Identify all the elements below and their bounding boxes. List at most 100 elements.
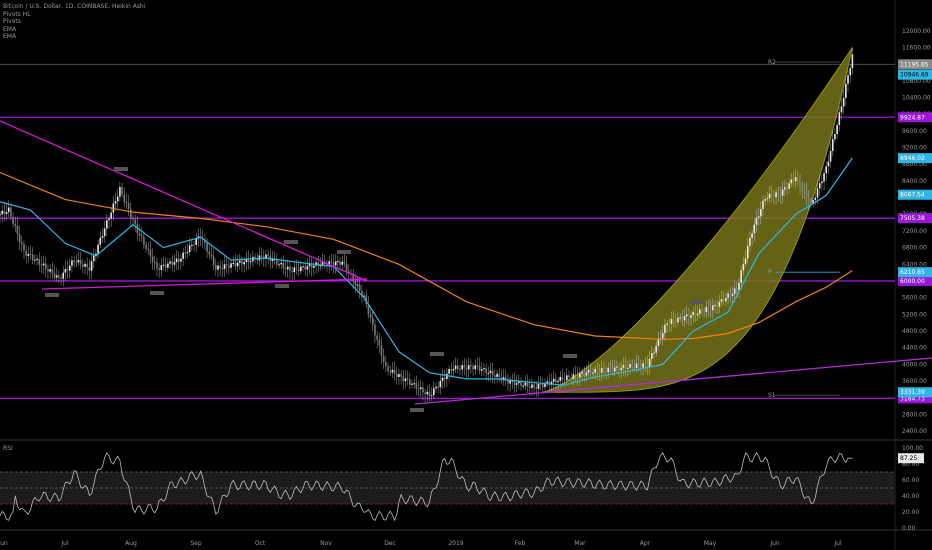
candle-body <box>433 388 435 396</box>
candle-body <box>515 383 518 385</box>
candle-body <box>378 339 381 346</box>
candle-body <box>587 370 590 373</box>
price-badge: 3331.39 <box>900 389 925 396</box>
candle-body <box>825 166 828 174</box>
candle-body <box>145 245 147 249</box>
candle-body <box>637 363 640 366</box>
candle-body <box>337 261 339 263</box>
candle-body <box>472 366 474 370</box>
candle-body <box>206 242 208 252</box>
candle-body <box>239 260 241 263</box>
x-tick-label: Jun <box>0 540 8 547</box>
candle-body <box>398 374 400 377</box>
candle-body <box>241 260 243 265</box>
candle-body <box>437 386 439 388</box>
candle-body <box>291 271 293 273</box>
candle-body <box>494 375 496 377</box>
pivot-marker <box>430 352 444 356</box>
candle-body <box>304 266 306 270</box>
candle-body <box>718 301 721 307</box>
candle-body <box>326 264 328 266</box>
candle-body <box>180 258 182 262</box>
descending-trendline <box>0 120 368 282</box>
candle-body <box>149 249 152 257</box>
candle-body <box>788 183 790 189</box>
candle-body <box>749 238 751 247</box>
candle-body <box>191 244 193 246</box>
candle-body <box>576 374 579 378</box>
pivot-marker <box>690 300 704 304</box>
candle-body <box>550 381 553 385</box>
candle-body <box>661 333 664 339</box>
candle-body <box>457 365 459 370</box>
candle-body <box>535 387 538 389</box>
candle-body <box>548 381 551 385</box>
y-tick-label: 7200.00 <box>902 228 927 235</box>
x-tick-label: Apr <box>640 540 651 547</box>
candle-body <box>249 261 252 263</box>
candle-body <box>831 139 834 151</box>
candle-body <box>605 370 607 373</box>
candle-body <box>792 179 795 182</box>
candle-body <box>371 317 374 325</box>
candle-body <box>119 186 121 197</box>
candle-body <box>485 368 487 374</box>
candle-body <box>507 379 509 384</box>
candle-body <box>513 380 516 385</box>
candle-body <box>243 262 245 265</box>
candle-body <box>799 178 801 187</box>
candle-body <box>742 263 745 271</box>
candle-body <box>487 373 490 375</box>
candle-body <box>228 265 230 268</box>
candle-body <box>68 265 71 271</box>
candle-body <box>829 150 832 162</box>
candle-body <box>79 259 82 265</box>
candle-body <box>838 112 841 126</box>
candle-body <box>467 365 470 370</box>
candle-body <box>123 194 126 203</box>
candle-body <box>130 208 132 218</box>
candle-body <box>77 259 80 263</box>
candle-body <box>668 323 671 325</box>
candle-body <box>343 261 346 264</box>
candle-body <box>34 259 36 261</box>
candle-body <box>463 365 466 368</box>
x-tick-label: 2019 <box>448 540 463 547</box>
y-tick-label: 5200.00 <box>902 311 927 318</box>
candle-body <box>221 267 224 269</box>
y-tick-label: 2400.00 <box>902 428 927 435</box>
rsi-tick-label: 0.00 <box>902 525 916 532</box>
candle-body <box>640 365 642 368</box>
candle-body <box>358 284 361 291</box>
candle-body <box>703 311 705 313</box>
candle-body <box>842 97 845 107</box>
pivot-marker <box>45 293 59 297</box>
rsi-line <box>0 452 853 522</box>
candle-body <box>23 244 25 251</box>
candle-body <box>746 246 749 259</box>
candle-body <box>692 311 695 316</box>
pivot-label: S1 <box>768 392 776 399</box>
candle-body <box>7 207 10 213</box>
candle-body <box>528 386 531 388</box>
candle-body <box>354 281 357 285</box>
x-tick-label: Jun <box>769 540 780 547</box>
candle-body <box>454 365 457 370</box>
candle-body <box>260 255 263 257</box>
legend-indicator-pivots-hl: Pivots HL <box>3 10 31 18</box>
candle-body <box>509 380 511 384</box>
candle-body <box>539 384 542 386</box>
y-tick-label: 8800.00 <box>902 161 927 168</box>
candle-body <box>319 265 322 267</box>
candle-body <box>182 252 184 259</box>
candle-body <box>25 250 27 256</box>
candle-body <box>784 187 786 190</box>
candle-body <box>29 253 32 255</box>
candle-body <box>572 374 575 379</box>
candle-body <box>158 268 160 271</box>
candle-body <box>581 372 583 374</box>
candle-body <box>712 305 714 311</box>
candle-body <box>225 264 228 266</box>
